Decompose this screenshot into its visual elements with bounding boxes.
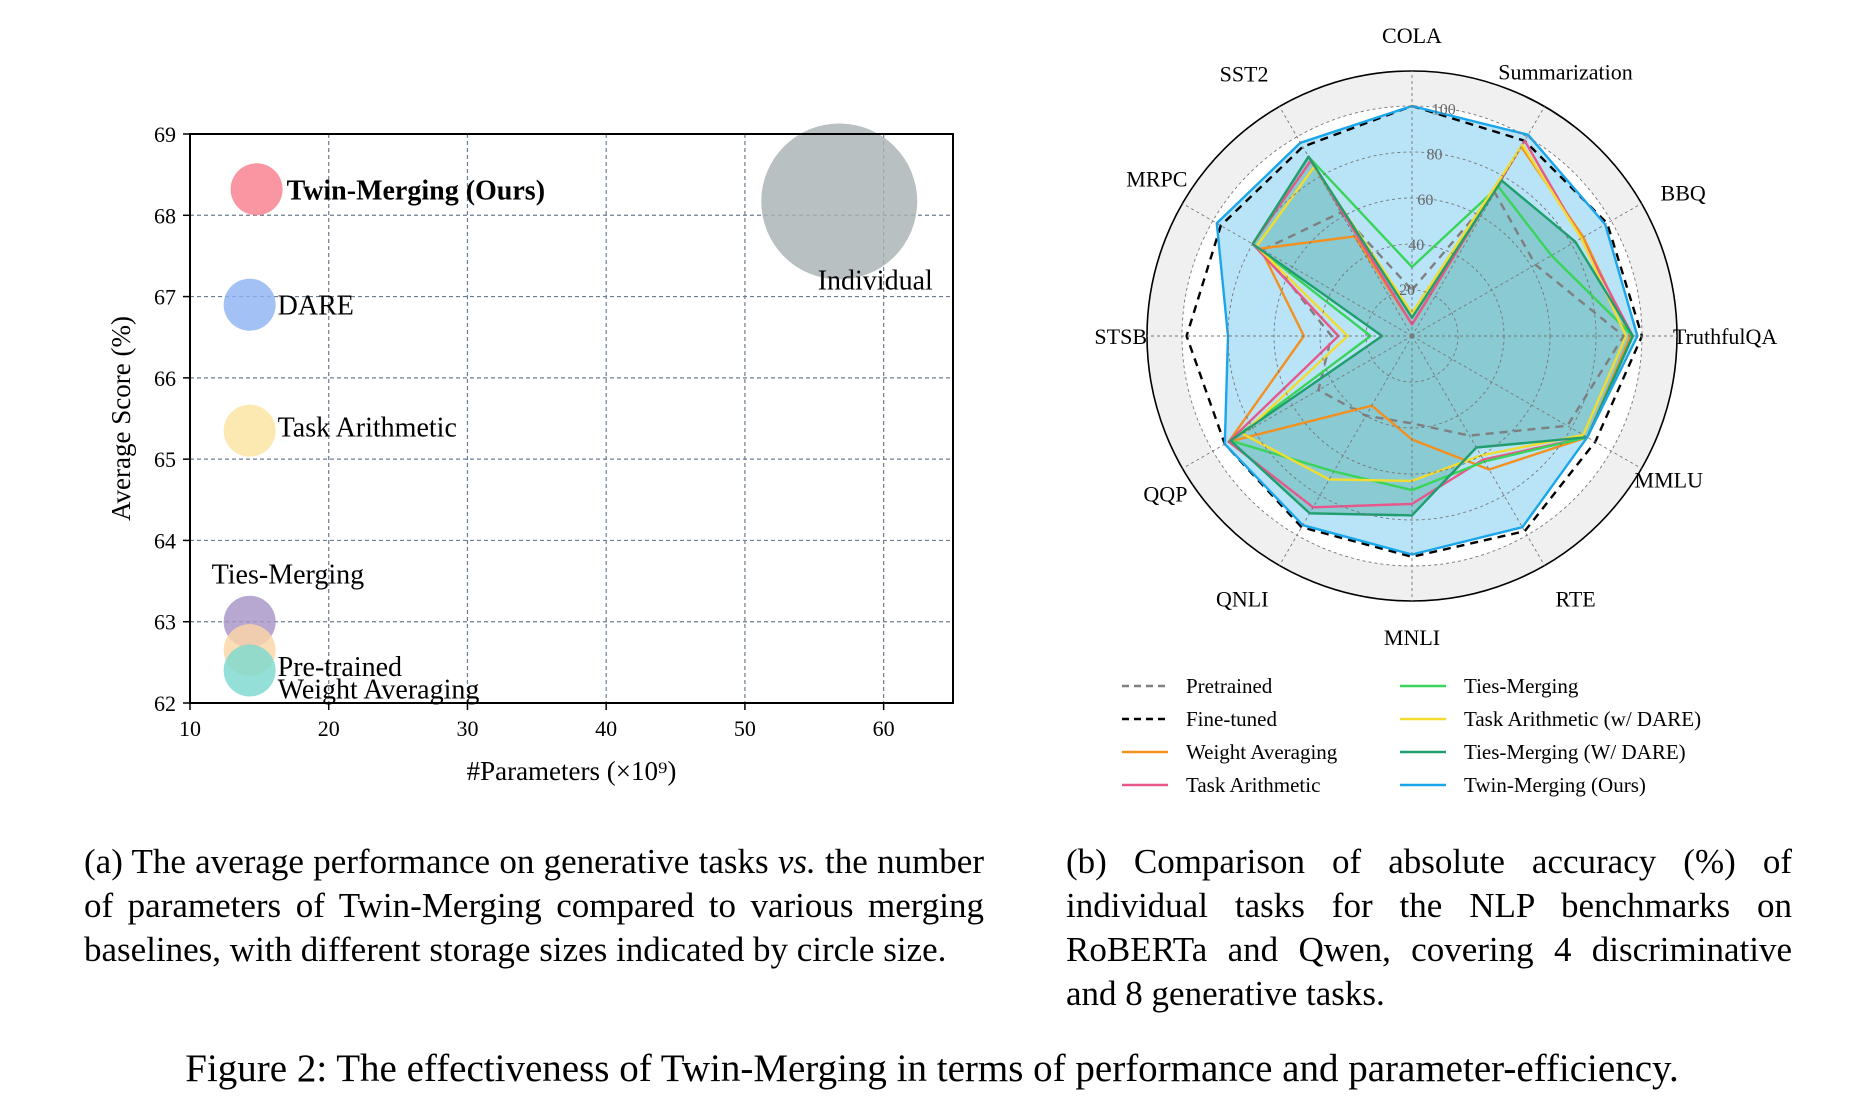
bubble-label: Weight Averaging	[278, 674, 480, 705]
radar-grid-circle	[1365, 289, 1459, 383]
radar-axis-label: SST2	[1220, 61, 1269, 86]
legend-label: Fine-tuned	[1186, 707, 1277, 731]
radar-grid: 20 40 60 80 100	[1147, 71, 1677, 601]
x-tick-label: 50	[734, 716, 756, 741]
radar-spoke	[1411, 203, 1642, 337]
radar-spoke	[1411, 106, 1545, 337]
bubble-chart: 10 20 30 40 50 60 62 63 64 65 66 67 68 69 Twin-Mergin…	[106, 122, 954, 786]
bubble	[223, 404, 276, 457]
radar-tick-label: 60	[1417, 192, 1433, 209]
radar-spoke	[1279, 335, 1413, 566]
y-tick-label: 65	[154, 447, 176, 472]
legend-label: Twin-Merging (Ours)	[1464, 773, 1646, 797]
radar-chart: 20 40 60 80 100 COLA Summarization BBQ Truthful…	[1094, 23, 1777, 797]
figure-caption: Figure 2: The effectiveness of Twin-Merg…	[185, 1047, 1679, 1090]
caption-a-vs: vs.	[777, 842, 816, 881]
radar-tick-label: 40	[1408, 237, 1424, 254]
caption-a: (a) The average performance on generativ…	[84, 840, 984, 972]
series-line	[1185, 104, 1644, 558]
radar-axis-label: QQP	[1143, 482, 1187, 507]
radar-axis-label: COLA	[1382, 23, 1442, 48]
radar-tick-label: 100	[1432, 102, 1456, 119]
radar-axis-label: RTE	[1556, 587, 1596, 612]
radar-axis-label: STSB	[1094, 324, 1147, 349]
axis-ticks: 10 20 30 40 50 60 62 63 64 65 66 67 68 69	[154, 122, 895, 741]
bubble-label: DARE	[278, 291, 354, 322]
bubble	[761, 123, 918, 280]
x-tick-label: 20	[318, 716, 340, 741]
legend-label: Ties-Merging	[1464, 674, 1579, 698]
y-tick-label: 62	[154, 691, 176, 716]
caption-b: (b) Comparison of absolute accuracy (%) …	[1066, 842, 1792, 1013]
x-tick-label: 40	[595, 716, 617, 741]
radar-tick-label: 80	[1427, 147, 1443, 164]
x-axis-label: #Parameters (×10⁹)	[467, 756, 677, 786]
radar-spoke	[1182, 335, 1413, 469]
bubbles	[223, 123, 918, 697]
radar-axis-label: BBQ	[1661, 181, 1706, 206]
x-tick-label: 30	[456, 716, 478, 741]
radar-spoke	[1182, 203, 1413, 337]
legend: Pretrained Fine-tuned Weight Averaging Task…	[1122, 674, 1701, 797]
radar-spoke	[1411, 335, 1642, 469]
x-tick-label: 10	[179, 716, 201, 741]
y-tick-label: 67	[154, 285, 176, 310]
bubble-label: Twin-Merging (Ours)	[287, 175, 545, 206]
radar-grid-circle	[1227, 151, 1597, 521]
grid-lines	[190, 134, 953, 703]
bubble-label: Pre-trained	[278, 652, 402, 683]
bubble-label: Task Arithmetic	[278, 413, 457, 444]
bubble	[223, 278, 276, 331]
y-axis-label: Average Score (%)	[106, 316, 136, 521]
radar-axis-label: MMLU	[1635, 468, 1704, 493]
y-tick-label: 66	[154, 366, 176, 391]
series-line	[1261, 191, 1625, 437]
legend-label: Pretrained	[1186, 674, 1273, 698]
radar-axis-label: Summarization	[1498, 59, 1632, 84]
x-tick-label: 60	[873, 716, 895, 741]
y-tick-label: 69	[154, 122, 176, 147]
radar-axis-labels: COLA Summarization BBQ TruthfulQA MMLU RTE MNL…	[1094, 23, 1777, 650]
legend-label: Ties-Merging (W/ DARE)	[1464, 740, 1686, 764]
plot-frame	[189, 133, 954, 704]
bubble-label: Individual	[818, 265, 933, 296]
radar-tick-label: 20	[1399, 282, 1415, 299]
radar-axis-label: QNLI	[1216, 587, 1269, 612]
legend-label: Task Arithmetic	[1186, 773, 1320, 797]
radar-spoke	[1279, 106, 1413, 337]
radar-axis-label: TruthfulQA	[1673, 324, 1777, 349]
y-tick-label: 63	[154, 610, 176, 635]
bubble-label: Ties-Merging	[212, 560, 364, 591]
radar-spoke	[1411, 335, 1545, 566]
bubble	[230, 163, 283, 216]
legend-label: Task Arithmetic (w/ DARE)	[1464, 707, 1701, 731]
bubble-labels: Twin-Merging (Ours) DARE Task Arithmetic Ti…	[212, 175, 933, 705]
caption-a-part-2: the number of parameters of Twin-Merging…	[84, 842, 984, 969]
caption-a-part-1: (a) The average performance on generativ…	[84, 842, 778, 881]
y-tick-label: 64	[154, 528, 176, 553]
legend-label: Weight Averaging	[1186, 740, 1338, 764]
radar-axis-label: MRPC	[1126, 167, 1187, 192]
y-tick-label: 68	[154, 203, 176, 228]
radar-axis-label: MNLI	[1384, 625, 1440, 650]
bubble	[223, 644, 276, 697]
